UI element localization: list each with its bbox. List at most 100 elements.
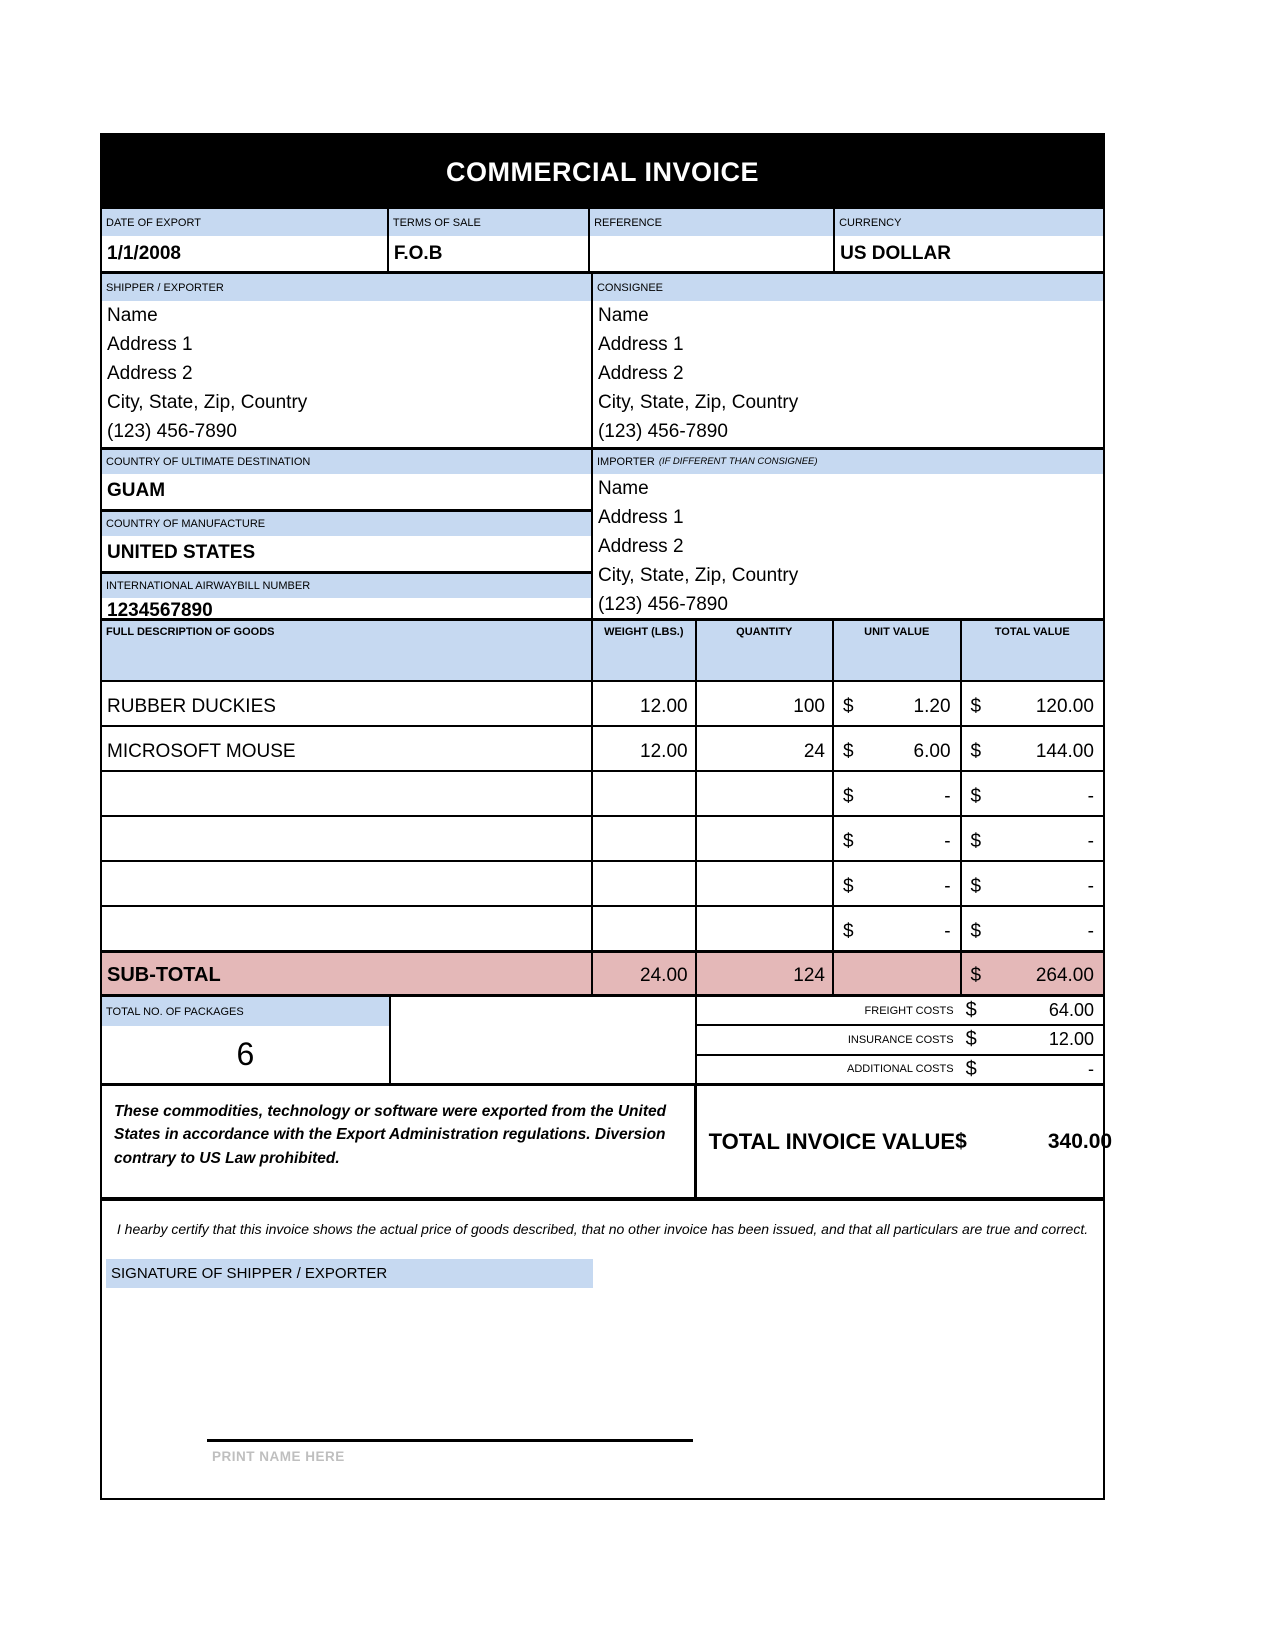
importer-label-text: IMPORTER	[596, 455, 655, 468]
goods-total-value: $ -	[962, 817, 1103, 860]
subtotal-total-value: $264.00	[962, 953, 1103, 994]
goods-quantity	[697, 907, 834, 950]
goods-table-header: FULL DESCRIPTION OF GOODS WEIGHT (LBS.) …	[102, 621, 1103, 682]
col-header-weight: WEIGHT (LBS.)	[593, 621, 697, 680]
subtotal-quantity: 124	[697, 953, 834, 994]
subtotal-unit-empty	[834, 953, 962, 994]
manufacture-label: COUNTRY OF MANUFACTURE	[102, 508, 591, 536]
currency-value: US DOLLAR	[840, 242, 951, 264]
signature-section: I hearby certify that this invoice shows…	[102, 1201, 1103, 1498]
destination-value: GUAM	[107, 480, 166, 502]
importer-label: IMPORTER (IF DIFFERENT THAN CONSIGNEE)	[592, 446, 1103, 474]
total-invoice-value: 340.00	[1047, 1129, 1113, 1153]
goods-weight: 12.00	[593, 682, 697, 725]
reference-field: REFERENCE	[590, 209, 836, 271]
goods-unit-value: $ -	[834, 772, 962, 815]
goods-unit-value: $6.00	[834, 727, 962, 770]
currency-symbol: $	[965, 999, 977, 1022]
invoice-title: COMMERCIAL INVOICE	[102, 135, 1103, 209]
goods-quantity	[697, 862, 834, 905]
goods-weight	[593, 772, 697, 815]
signature-line	[207, 1439, 693, 1442]
consignee-name: Name	[597, 304, 649, 326]
currency-symbol: $	[970, 921, 982, 942]
currency-label: CURRENCY	[835, 209, 1103, 236]
consignee-address1: Address 1	[597, 333, 684, 355]
goods-unit-value: $ -	[834, 907, 962, 950]
subtotal-amount: 264.00	[1035, 965, 1094, 986]
goods-row-3: $ - $ -	[102, 772, 1103, 817]
goods-unit-value: $1.20	[834, 682, 962, 725]
goods-quantity: 100	[697, 682, 834, 725]
unit-amount: 1.20	[913, 696, 951, 717]
airwaybill-value: 1234567890	[107, 600, 213, 622]
shipper-column: SHIPPER / EXPORTER Name Address 1 Addres…	[102, 274, 593, 625]
currency-symbol: $	[843, 876, 854, 897]
unit-amount: 6.00	[913, 741, 951, 762]
consignee-phone: (123) 456-7890	[597, 421, 728, 443]
goods-description	[102, 772, 593, 815]
freight-costs-label: FREIGHT COSTS	[864, 1004, 954, 1017]
goods-total-value: $120.00	[962, 682, 1103, 725]
consignee-label: CONSIGNEE	[592, 274, 1103, 301]
consignee-column: CONSIGNEE Name Address 1 Address 2 City,…	[592, 274, 1103, 625]
goods-row-6: $ - $ -	[102, 907, 1103, 952]
total-amount: -	[1087, 921, 1094, 942]
importer-address1: Address 1	[597, 506, 684, 528]
shipper-city-line: City, State, Zip, Country	[107, 392, 308, 414]
goods-row-5: $ - $ -	[102, 862, 1103, 907]
goods-description	[102, 817, 593, 860]
col-header-total-value: TOTAL VALUE	[994, 626, 1070, 638]
goods-description	[102, 862, 593, 905]
col-header-unit-value: UNIT VALUE	[834, 621, 962, 680]
currency-symbol: $	[970, 831, 982, 852]
terms-of-sale-value: F.O.B	[393, 242, 443, 264]
additional-costs-label: ADDITIONAL COSTS	[847, 1063, 954, 1076]
goods-weight: 12.00	[593, 727, 697, 770]
goods-row-4: $ - $ -	[102, 817, 1103, 862]
currency-symbol: $	[970, 741, 982, 762]
costs-box: FREIGHT COSTS $ 64.00 INSURANCE COSTS $ …	[696, 997, 1103, 1083]
signature-label: SIGNATURE OF SHIPPER / EXPORTER	[106, 1259, 593, 1288]
currency-symbol: $	[965, 1028, 977, 1051]
goods-quantity	[697, 772, 834, 815]
terms-of-sale-field: TERMS OF SALE F.O.B	[388, 209, 591, 271]
importer-label-note: (IF DIFFERENT THAN CONSIGNEE)	[658, 456, 818, 468]
insurance-costs-value: 12.00	[1048, 1029, 1094, 1050]
currency-symbol: $	[970, 965, 982, 986]
currency-field: CURRENCY US DOLLAR	[835, 209, 1103, 271]
commercial-invoice-form: COMMERCIAL INVOICE DATE OF EXPORT 1/1/20…	[100, 133, 1112, 1500]
goods-quantity: 24	[697, 727, 834, 770]
goods-unit-value: $ -	[834, 862, 962, 905]
currency-symbol: $	[843, 831, 854, 852]
goods-total-value: $ -	[962, 862, 1103, 905]
currency-symbol: $	[843, 696, 854, 717]
total-amount: -	[1087, 876, 1094, 897]
date-of-export-value: 1/1/2008	[107, 242, 181, 264]
goods-description	[102, 907, 593, 950]
importer-address2: Address 2	[597, 535, 684, 557]
parties-section: SHIPPER / EXPORTER Name Address 1 Addres…	[102, 274, 1103, 625]
importer-name: Name	[597, 477, 649, 499]
freight-costs-row: FREIGHT COSTS $ 64.00	[696, 997, 1103, 1027]
airwaybill-label: INTERNATIONAL AIRWAYBILL NUMBER	[102, 570, 591, 598]
total-amount: -	[1087, 831, 1094, 852]
subtotal-weight: 24.00	[593, 953, 697, 994]
packages-value: 6	[236, 1036, 255, 1072]
export-statement: These commodities, technology or softwar…	[102, 1086, 697, 1197]
goods-row-2: MICROSOFT MOUSE 12.00 24 $6.00 $144.00	[102, 727, 1103, 772]
consignee-city-line: City, State, Zip, Country	[597, 392, 799, 414]
consignee-address2: Address 2	[597, 362, 684, 384]
subtotal-row: SUB-TOTAL 24.00 124 $264.00	[102, 952, 1103, 997]
importer-phone: (123) 456-7890	[597, 594, 728, 616]
certification-text: I hearby certify that this invoice shows…	[116, 1221, 1089, 1237]
shipper-address2: Address 2	[107, 362, 193, 384]
currency-symbol: $	[970, 876, 982, 897]
goods-total-value: $ -	[962, 907, 1103, 950]
total-amount: 120.00	[1035, 696, 1094, 717]
goods-total-value: $144.00	[962, 727, 1103, 770]
unit-amount: -	[944, 786, 951, 807]
freight-costs-value: 64.00	[1048, 1000, 1094, 1021]
subtotal-label: SUB-TOTAL	[102, 953, 593, 994]
total-invoice-label: TOTAL INVOICE VALUE	[708, 1128, 956, 1154]
